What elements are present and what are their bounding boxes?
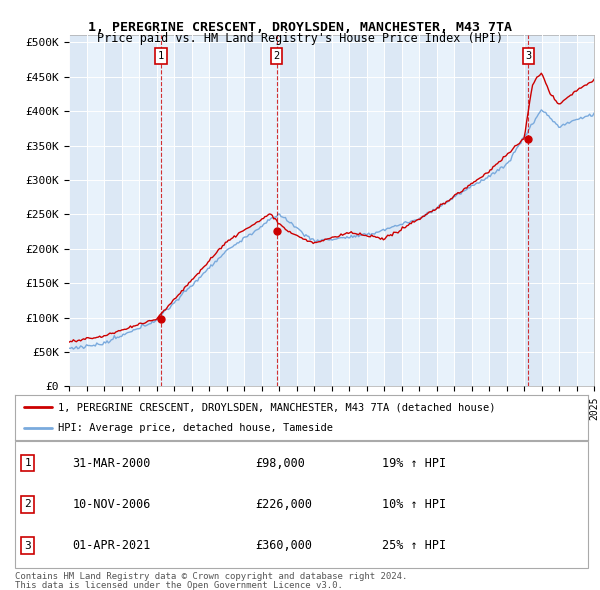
Bar — [86, 35, 104, 386]
Bar — [542, 35, 559, 386]
Text: £360,000: £360,000 — [256, 539, 313, 552]
Bar — [559, 35, 577, 386]
Bar — [367, 35, 384, 386]
Bar — [174, 35, 191, 386]
Text: 31-MAR-2000: 31-MAR-2000 — [73, 457, 151, 470]
Bar — [157, 35, 174, 386]
Bar — [279, 35, 296, 386]
Text: 01-APR-2021: 01-APR-2021 — [73, 539, 151, 552]
Bar — [331, 35, 349, 386]
Bar — [296, 35, 314, 386]
Bar — [314, 35, 331, 386]
Text: This data is licensed under the Open Government Licence v3.0.: This data is licensed under the Open Gov… — [15, 581, 343, 590]
Text: 19% ↑ HPI: 19% ↑ HPI — [382, 457, 446, 470]
Text: 3: 3 — [525, 51, 532, 61]
Bar — [472, 35, 489, 386]
Bar — [506, 35, 524, 386]
Text: 10% ↑ HPI: 10% ↑ HPI — [382, 498, 446, 511]
Bar — [401, 35, 419, 386]
Bar — [437, 35, 454, 386]
Bar — [139, 35, 157, 386]
Text: 1, PEREGRINE CRESCENT, DROYLSDEN, MANCHESTER, M43 7TA: 1, PEREGRINE CRESCENT, DROYLSDEN, MANCHE… — [88, 21, 512, 34]
Text: 1: 1 — [24, 458, 31, 468]
Text: 1, PEREGRINE CRESCENT, DROYLSDEN, MANCHESTER, M43 7TA (detached house): 1, PEREGRINE CRESCENT, DROYLSDEN, MANCHE… — [58, 402, 496, 412]
Bar — [349, 35, 367, 386]
Bar — [524, 35, 542, 386]
Text: £226,000: £226,000 — [256, 498, 313, 511]
Text: Contains HM Land Registry data © Crown copyright and database right 2024.: Contains HM Land Registry data © Crown c… — [15, 572, 407, 581]
Text: £98,000: £98,000 — [256, 457, 305, 470]
Text: HPI: Average price, detached house, Tameside: HPI: Average price, detached house, Tame… — [58, 422, 333, 432]
Text: 2: 2 — [274, 51, 280, 61]
Bar — [244, 35, 262, 386]
Text: 1: 1 — [158, 51, 164, 61]
Bar — [191, 35, 209, 386]
Bar — [69, 35, 86, 386]
Text: 25% ↑ HPI: 25% ↑ HPI — [382, 539, 446, 552]
Text: Price paid vs. HM Land Registry's House Price Index (HPI): Price paid vs. HM Land Registry's House … — [97, 32, 503, 45]
Bar — [489, 35, 506, 386]
Bar — [262, 35, 279, 386]
Text: 10-NOV-2006: 10-NOV-2006 — [73, 498, 151, 511]
Bar — [594, 35, 600, 386]
Bar — [209, 35, 227, 386]
Bar — [577, 35, 594, 386]
Bar — [104, 35, 121, 386]
Text: 3: 3 — [24, 541, 31, 550]
Bar — [419, 35, 437, 386]
Bar — [227, 35, 244, 386]
Bar — [121, 35, 139, 386]
Bar — [454, 35, 472, 386]
Bar — [384, 35, 401, 386]
Text: 2: 2 — [24, 500, 31, 509]
